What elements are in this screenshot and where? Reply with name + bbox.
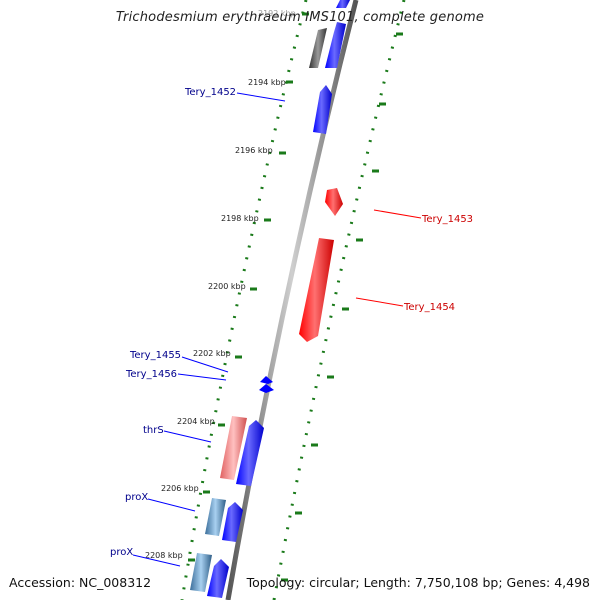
gene-rna-thrs-pink[interactable] <box>220 416 247 480</box>
gene-reverse-tery1454[interactable] <box>299 238 334 342</box>
ruler-tick-label: 2192 kbp <box>258 9 296 18</box>
map-title: Trichodesmium erythraeum IMS101, complet… <box>115 10 485 25</box>
label-leader-line <box>181 356 229 373</box>
label-leader-line <box>132 554 181 567</box>
label-leader-line <box>373 209 422 219</box>
gene-forward-prox-2[interactable] <box>207 559 229 598</box>
ruler-dotted-line-inner <box>272 0 406 601</box>
gene-label[interactable]: Tery_1456 <box>125 369 177 380</box>
topology-text: Topology: circular; Length: 7,750,108 bp… <box>246 575 590 590</box>
label-leader-line <box>236 92 286 102</box>
gene-forward-thrs[interactable] <box>236 420 264 486</box>
ruler-tick-label: 2198 kbp <box>221 214 259 223</box>
gene-trna-prox-2[interactable] <box>190 553 212 592</box>
label-leader-line <box>163 430 212 443</box>
accession-text: Accession: NC_008312 <box>9 575 152 590</box>
gene-reverse-tery1453[interactable] <box>325 188 343 216</box>
gene-label[interactable]: thrS <box>143 425 164 436</box>
gene-forward[interactable] <box>336 0 350 8</box>
label-leader-line <box>147 498 196 512</box>
gene-label[interactable]: proX <box>125 492 148 503</box>
gene-trna-prox-1[interactable] <box>205 498 226 536</box>
ruler-tick-label: 2196 kbp <box>235 146 273 155</box>
ruler-tick-label: 2200 kbp <box>208 282 246 291</box>
ruler-tick-label: 2204 kbp <box>177 417 215 426</box>
ruler-tick-label: 2206 kbp <box>161 484 199 493</box>
gene-label[interactable]: proX <box>110 547 133 558</box>
ruler-major-ticks-inner <box>281 32 403 582</box>
ruler-tick-label: 2202 kbp <box>193 349 231 358</box>
ruler-tick-label: 2208 kbp <box>145 551 183 560</box>
gene-forward[interactable] <box>325 22 346 68</box>
gene-forward-tery1456[interactable] <box>259 384 274 393</box>
gene-label[interactable]: Tery_1452 <box>184 87 236 98</box>
gene-label[interactable]: Tery_1455 <box>129 350 181 361</box>
gene-gray-forward[interactable] <box>309 28 327 68</box>
gene-label[interactable]: Tery_1453 <box>421 214 473 225</box>
gene-forward-tery1452[interactable] <box>313 85 332 134</box>
label-leader-line <box>177 373 227 381</box>
genome-backbone <box>225 0 359 601</box>
gene-forward-prox-1[interactable] <box>222 502 243 542</box>
label-leader-line <box>355 297 404 307</box>
ruler-tick-label: 2194 kbp <box>248 78 286 87</box>
gene-label[interactable]: Tery_1454 <box>403 302 455 313</box>
gene-forward-tery1455[interactable] <box>260 376 273 384</box>
ruler-major-ticks-outer <box>188 12 309 562</box>
